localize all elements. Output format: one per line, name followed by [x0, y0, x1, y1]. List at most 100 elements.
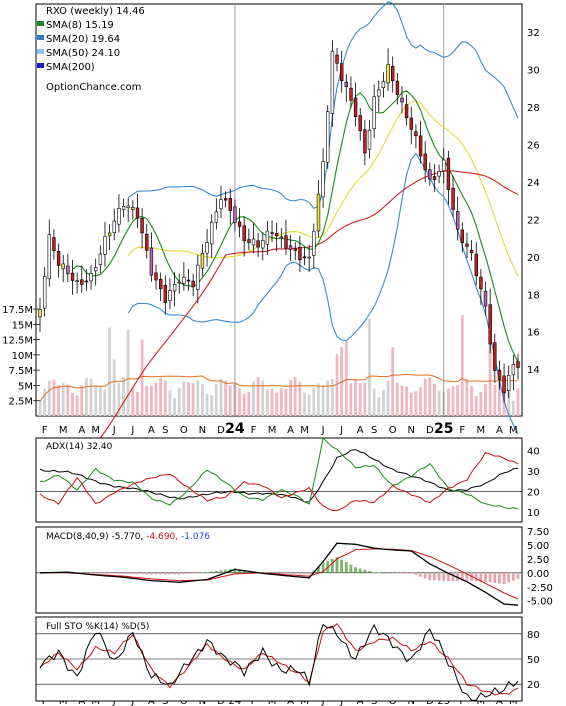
candle	[423, 153, 427, 171]
stochastic-k-line	[39, 623, 519, 701]
macd-histogram-bar	[428, 572, 432, 581]
candle	[210, 221, 214, 245]
macd-signal-value: -4.690,	[146, 532, 178, 542]
macd-histogram-bar	[187, 572, 190, 574]
candle	[465, 243, 469, 247]
price-tick-label: 20	[527, 253, 540, 264]
candle	[75, 280, 79, 283]
stochastic-d-line	[39, 622, 519, 696]
volume-bar	[386, 380, 390, 416]
legend-swatch	[37, 35, 44, 40]
volume-bar	[289, 380, 292, 416]
candle	[279, 236, 283, 239]
macd-histogram-bar	[201, 572, 204, 574]
volume-bar	[103, 389, 107, 416]
legend-label: SMA(50) 24.10	[46, 48, 120, 59]
volume-bar	[61, 382, 65, 416]
macd-histogram-bar	[317, 566, 320, 573]
volume-bar	[163, 380, 167, 416]
macd-histogram-bar	[340, 559, 343, 573]
volume-bar	[89, 378, 93, 416]
candle	[135, 207, 140, 219]
volume-bar	[460, 314, 464, 416]
month-tick-label: A	[287, 425, 294, 436]
macd-histogram-bar	[516, 572, 520, 579]
macd-line	[39, 542, 519, 606]
volume-bar	[136, 391, 139, 416]
volume-bar	[85, 378, 88, 416]
month-tick-label: 24	[225, 421, 245, 437]
volume-bar	[279, 388, 283, 416]
volume-bar	[479, 392, 483, 416]
legend-swatch	[37, 21, 44, 26]
candle	[325, 111, 330, 163]
volume-bar	[196, 380, 200, 416]
volume-bar	[409, 392, 413, 416]
macd-histogram-bar	[307, 572, 311, 575]
month-tick-label: M	[91, 425, 100, 436]
month-tick-label: A	[496, 425, 503, 436]
macd-histogram-bar	[414, 572, 418, 575]
candle	[363, 129, 367, 154]
candle	[256, 240, 260, 248]
volume-bar	[317, 383, 320, 416]
macd-header: MACD(8,40,9) -5.770, -4.690, -1.076	[46, 532, 210, 542]
candle	[479, 276, 483, 290]
volume-bar	[43, 388, 46, 416]
volume-bar	[516, 388, 520, 416]
volume-bar	[126, 330, 130, 416]
price-tick-label: 24	[527, 178, 540, 189]
macd-histogram-bar	[354, 567, 357, 573]
macd-histogram-bar	[447, 572, 450, 582]
candle	[377, 89, 381, 97]
source-label: OptionChance.com	[46, 82, 141, 93]
candle	[307, 256, 311, 259]
macd-histogram-bar	[98, 572, 102, 574]
macd-panel: -5.00 -2.50 0.00 2.50 5.00 7.50 MACD(8,40,9) …	[35, 526, 553, 614]
candle	[126, 205, 130, 208]
candles	[38, 40, 520, 403]
candle	[330, 50, 335, 115]
volume-bar	[405, 386, 408, 416]
macd-histogram-bar	[224, 569, 227, 573]
month-tick-label: S	[162, 425, 168, 436]
month-tick-label: O	[180, 425, 188, 436]
candle	[89, 273, 93, 282]
macd-histogram-bar	[136, 572, 139, 575]
macd-histogram-bar	[112, 572, 116, 574]
legend-label: SMA(200)	[46, 62, 95, 73]
volume-bar	[344, 340, 348, 416]
volume-bar	[214, 384, 218, 416]
macd-histogram-bar	[395, 572, 399, 574]
volume-bar	[321, 385, 325, 416]
candle	[511, 363, 516, 376]
macd-histogram-bar	[405, 572, 408, 574]
volume-bar	[433, 383, 436, 416]
volume-bar	[493, 385, 497, 416]
candle	[390, 65, 395, 81]
macd-y-ticks: -5.00 -2.50 0.00 2.50 5.00 7.50	[527, 527, 553, 608]
candle	[469, 250, 474, 254]
candle	[117, 208, 121, 225]
macd-value: -5.770,	[112, 532, 144, 542]
candle	[381, 81, 386, 88]
volume-bar	[187, 382, 190, 416]
macd-histogram-bar	[330, 559, 334, 573]
volume-bar	[284, 388, 288, 416]
macd-histogram-bar	[498, 572, 501, 584]
candle	[270, 232, 274, 234]
macd-histogram-bar	[159, 572, 162, 575]
price-tick-label: 18	[527, 290, 540, 301]
macd-histogram-bar	[242, 570, 246, 573]
legend-label: SMA(8) 15.19	[46, 20, 114, 31]
volume-bar	[349, 383, 353, 416]
macd-tick-label: 5.00	[527, 541, 549, 552]
macd-histogram-bar	[358, 568, 362, 573]
volume-bar	[511, 400, 515, 416]
candle	[455, 211, 460, 230]
volume-bar	[307, 394, 311, 416]
volume-tick-label: 7.5M	[8, 366, 33, 377]
volume-bar	[75, 395, 79, 416]
macd-tick-label: 2.50	[527, 555, 549, 566]
price-tick-label: 22	[527, 215, 540, 226]
